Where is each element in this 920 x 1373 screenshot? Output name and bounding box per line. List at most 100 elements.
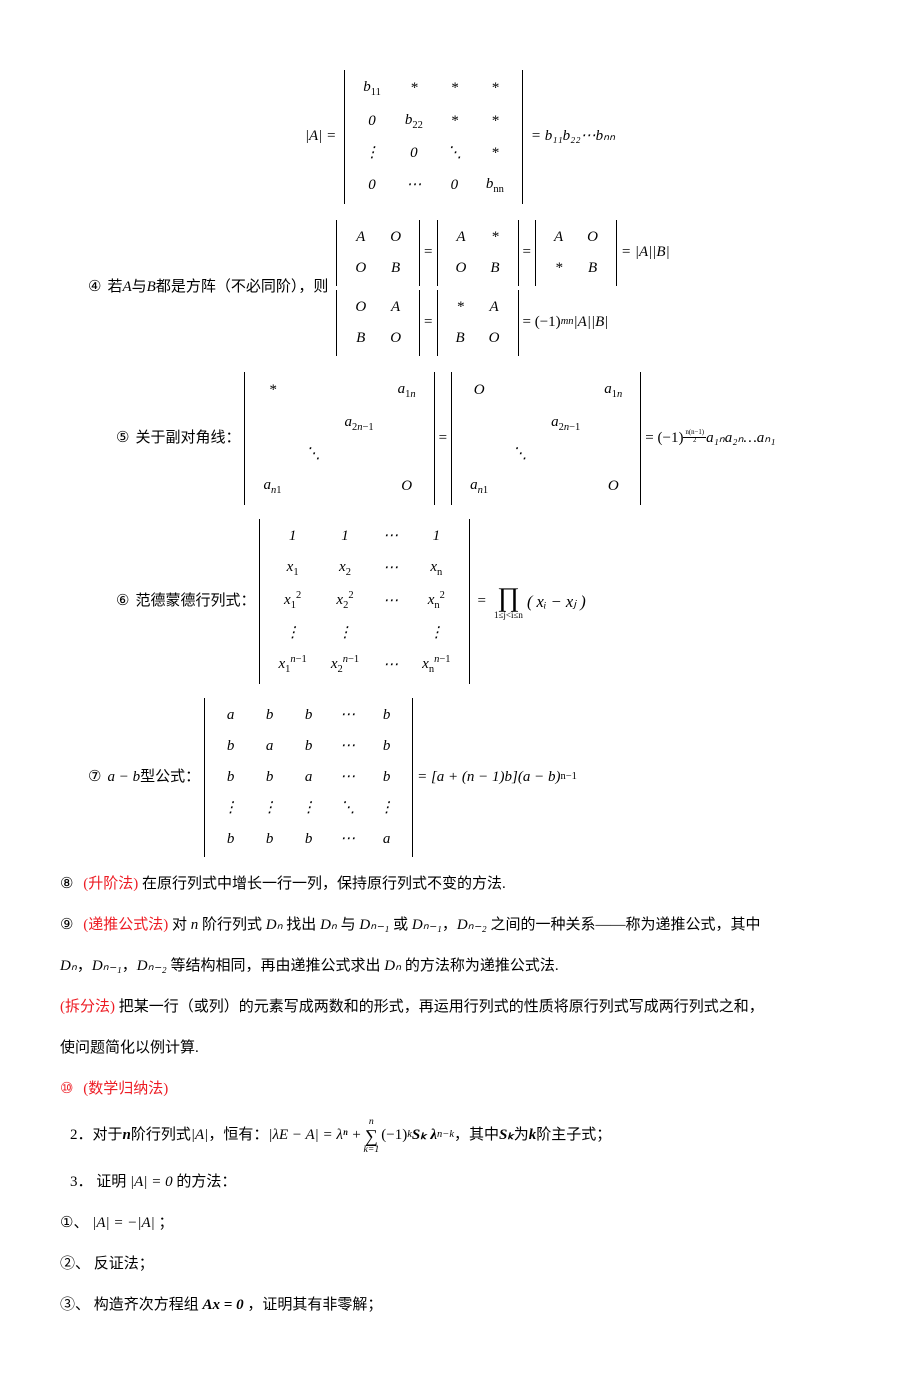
t4: 与 [337,917,360,933]
rhs2-sup: mn [561,313,574,332]
body-pre: (−1) [381,1122,407,1149]
Sk: Sₖ [499,1122,514,1149]
rhs-pre: = [a + (n − 1)b](a − b) [417,764,560,791]
item-3: 3． 证明 |A| = 0 的方法： [70,1169,860,1196]
item-9-line2: Dₙ，Dₙ₋₁，Dₙ₋₂ 等结构相同，再由递推公式求出 Dₙ 的方法称为递推公式… [60,953,860,980]
num: ①、 [60,1215,88,1231]
t2: ，证明其有非零解； [247,1297,382,1313]
Dn: Dₙ [266,917,283,933]
t2: 的方法： [176,1174,236,1190]
rhs2-post: |A||B| [574,309,609,336]
sym-A: A [122,274,131,301]
ab-det: abb⋯b bab⋯b bba⋯b ⋮⋮⋮⋱⋮ bbb⋯a [204,698,413,857]
det-1: *a1n a2n−1 ⋱ an1O [244,372,434,506]
marker: ⑩ [60,1081,73,1097]
g: Dₙ [384,958,401,974]
text-post: 都是方阵（不必同阶），则 [156,274,329,301]
text-mid1: 与 [132,274,147,301]
keyword: (拆分法) [60,999,115,1015]
label: 范德蒙德行列式： [135,588,255,615]
d: ， [122,958,137,974]
t1: 构造齐次方程组 [94,1297,203,1313]
Dn-1b: Dₙ₋₁ [412,917,442,933]
lhs: |λE − A| = λⁿ + [268,1122,361,1149]
keyword: (升阶法) [83,876,138,892]
product-symbol: ∏ 1≤j<i≤n [494,584,523,620]
t4: ，其中 [454,1122,499,1149]
c: Dₙ₋₁ [92,958,122,974]
marker: ⑨ [60,917,73,933]
keyword: (数学归纳法) [83,1081,168,1097]
t1: 证明 [96,1174,130,1190]
item-5: ⑤ 关于副对角线： *a1n a2n−1 ⋱ an1O = Oa1n a2n−1… [116,372,860,506]
item-3-sub3: ③、 构造齐次方程组 Ax = 0 ，证明其有非零解； [60,1292,860,1319]
marker: ⑥ [116,588,129,615]
absA: |A| = 0 [130,1174,173,1190]
Dn-1: Dₙ₋₁ [359,917,389,933]
t3: 找出 [283,917,321,933]
a: Dₙ [60,958,77,974]
absA: |A| [191,1122,208,1149]
body-sup2: n−k [437,1126,454,1145]
sum-symbol: n ∑ k=1 [363,1117,379,1155]
item-split: (拆分法) 把某一行（或列）的元素写成两数和的形式，再运用行列式的性质将原行列式… [60,994,860,1021]
label-post: 型公式： [140,764,200,791]
rhs-pre: = (−1) [645,425,683,452]
h: 的方法称为递推公式法. [401,958,559,974]
t6: ， [442,917,457,933]
e: Dₙ₋₂ [137,958,167,974]
t1: 把某一行（或列）的元素写成两数和的形式，再运用行列式的性质将原行列式写成两行列式… [119,999,764,1015]
t3: ，恒有： [208,1122,268,1149]
det-2: Oa1n a2n−1 ⋱ an1O [451,372,641,506]
prod-body: ( xᵢ − xⱼ ) [527,587,586,617]
t5: 或 [389,917,412,933]
item-8: ⑧ (升阶法) 在原行列式中增长一行一列，保持原行列式不变的方法. [60,871,860,898]
t5: 为 [514,1122,529,1149]
marker: ⑦ [88,764,101,791]
b: ， [77,958,92,974]
rhs: = b₁₁b₂₂⋯bₙₙ [531,123,615,150]
num: 2． [70,1122,93,1149]
item-4: ④ 若 A 与 B 都是方阵（不必同阶），则 AOOB = A*OB = AO*… [88,218,860,358]
item-10: ⑩ (数学归纳法) [60,1076,860,1103]
t2: 使问题简化以例计算. [60,1040,199,1056]
vandermonde-det: 11⋯1 x1x2⋯xn x12x22⋯xn2 ⋮⋮⋮ x1n−1x2n−1⋯x… [259,519,469,684]
item-3-sub1: ①、 |A| = −|A| ； [60,1210,860,1237]
num: 3． [70,1174,93,1190]
tail: ； [159,1215,174,1231]
text: 在原行列式中增长一行一列，保持原行列式不变的方法. [142,876,506,892]
eq-upper-triangular: |A| = b11*** 0b22** ⋮0⋱* 0⋯0bnn = b₁₁b₂₂… [60,70,860,204]
item-7: ⑦ a − b 型公式： abb⋯b bab⋯b bba⋯b ⋮⋮⋮⋱⋮ bbb… [88,698,860,857]
label-pre: a − b [107,764,140,791]
det: b11*** 0b22** ⋮0⋱* 0⋯0bnn [344,70,523,204]
k: k [529,1122,537,1149]
eq: |A| = −|A| [92,1215,155,1231]
rhs2-pre: = (−1) [523,309,561,336]
body-mid: Sₖ λ [412,1122,437,1149]
t6: 阶主子式； [536,1122,611,1149]
block-cases: AOOB = A*OB = AO*B = |A||B| OABO = *ABO … [332,218,669,358]
text-pre: 若 [107,274,122,301]
keyword: (递推公式法) [83,917,168,933]
lhs: |A| = [305,123,336,150]
text: 反证法； [94,1256,154,1272]
item-9: ⑨ (递推公式法) 对 n 阶行列式 Dₙ 找出 Dₙ 与 Dₙ₋₁ 或 Dₙ₋… [60,912,860,939]
marker: ⑤ [116,425,129,452]
item-split-line2: 使问题简化以例计算. [60,1035,860,1062]
lower: k=1 [363,1145,379,1155]
num: ②、 [60,1256,90,1272]
prod-lower: 1≤j<i≤n [494,611,523,620]
item-6: ⑥ 范德蒙德行列式： 11⋯1 x1x2⋯xn x12x22⋯xn2 ⋮⋮⋮ x… [116,519,860,684]
sym-B: B [147,274,156,301]
label: 关于副对角线： [135,425,240,452]
item-2: 2． 对于 n 阶行列式 |A| ，恒有： |λE − A| = λⁿ + n … [70,1117,860,1155]
n: n [123,1122,131,1149]
t1: 对 [172,917,191,933]
rhs-post: a₁ₙa₂ₙ…aₙ₁ [706,425,775,452]
f: 等结构相同，再由递推公式求出 [167,958,385,974]
t7: 之间的一种关系——称为递推公式，其中 [487,917,761,933]
t2: 阶行列式 [131,1122,191,1149]
t2: 阶行列式 [198,917,266,933]
item-3-sub2: ②、 反证法； [60,1251,860,1278]
num: ③、 [60,1297,90,1313]
